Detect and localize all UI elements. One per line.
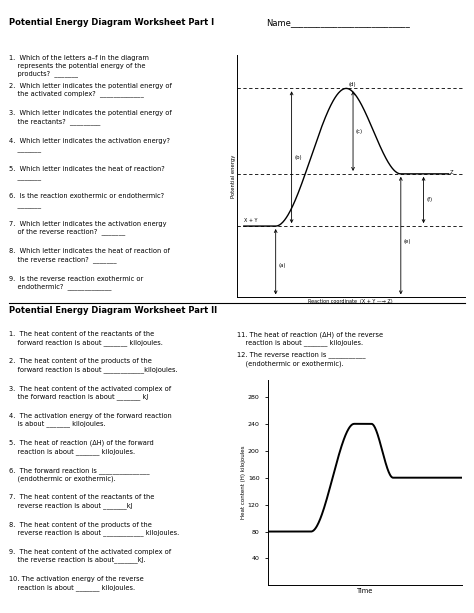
Text: 2.  Which letter indicates the potential energy of
    the activated complex?  _: 2. Which letter indicates the potential … <box>9 83 173 97</box>
Text: Z: Z <box>450 170 453 175</box>
Text: 3.  Which letter indicates the potential energy of
    the reactants?  _________: 3. Which letter indicates the potential … <box>9 110 172 125</box>
Text: 8.  Which letter indicates the heat of reaction of
    the reverse reaction?  __: 8. Which letter indicates the heat of re… <box>9 248 170 263</box>
Text: 4.  Which letter indicates the activation energy?
    _______: 4. Which letter indicates the activation… <box>9 138 171 153</box>
Text: 5.  The heat of reaction (ΔH) of the forward
    reaction is about _______ kiloj: 5. The heat of reaction (ΔH) of the forw… <box>9 440 154 455</box>
Text: 10. The activation energy of the reverse
    reaction is about _______ kilojoule: 10. The activation energy of the reverse… <box>9 576 144 591</box>
Text: 1.  Which of the letters a–f in the diagram
    represents the potential energy : 1. Which of the letters a–f in the diagr… <box>9 55 149 77</box>
X-axis label: Reaction coordinate  (X + Y —→ Z): Reaction coordinate (X + Y —→ Z) <box>309 299 393 303</box>
Text: 1.  The heat content of the reactants of the
    forward reaction is about _____: 1. The heat content of the reactants of … <box>9 331 164 346</box>
Text: 4.  The activation energy of the forward reaction
    is about _______ kilojoule: 4. The activation energy of the forward … <box>9 413 172 427</box>
Text: 7.  The heat content of the reactants of the
    reverse reaction is about _____: 7. The heat content of the reactants of … <box>9 495 155 509</box>
Text: 11. The heat of reaction (ΔH) of the reverse
    reaction is about _______ kiloj: 11. The heat of reaction (ΔH) of the rev… <box>237 331 383 346</box>
Text: (f): (f) <box>426 197 432 202</box>
Text: Potential Energy Diagram Worksheet Part I: Potential Energy Diagram Worksheet Part … <box>9 18 215 28</box>
Text: (b): (b) <box>294 154 302 160</box>
Text: (d): (d) <box>348 82 356 87</box>
Text: 9.  The heat content of the activated complex of
    the reverse reaction is abo: 9. The heat content of the activated com… <box>9 549 172 563</box>
Text: 2.  The heat content of the products of the
    forward reaction is about ______: 2. The heat content of the products of t… <box>9 358 178 373</box>
Text: 6.  Is the reaction exothermic or endothermic?
    _______: 6. Is the reaction exothermic or endothe… <box>9 193 164 208</box>
Y-axis label: Potential energy: Potential energy <box>231 154 236 198</box>
Text: 8.  The heat content of the products of the
    reverse reaction is about ______: 8. The heat content of the products of t… <box>9 522 180 536</box>
Y-axis label: Heat content (H) kilojoules: Heat content (H) kilojoules <box>241 446 246 519</box>
Text: 5.  Which letter indicates the heat of reaction?
    _______: 5. Which letter indicates the heat of re… <box>9 166 165 180</box>
Text: (c): (c) <box>356 129 363 134</box>
Text: 7.  Which letter indicates the activation energy
    of the reverse reaction?  _: 7. Which letter indicates the activation… <box>9 221 167 235</box>
Text: Name____________________________: Name____________________________ <box>266 18 410 28</box>
Text: 12. The reverse reaction is ___________
    (endothermic or exothermic).: 12. The reverse reaction is ___________ … <box>237 352 365 367</box>
Text: 3.  The heat content of the activated complex of
    the forward reaction is abo: 3. The heat content of the activated com… <box>9 386 172 400</box>
X-axis label: Time: Time <box>357 588 373 594</box>
Text: (e): (e) <box>403 239 411 244</box>
Text: (a): (a) <box>278 263 286 268</box>
Text: 6.  The forward reaction is _______________
    (endothermic or exothermic).: 6. The forward reaction is _____________… <box>9 467 150 482</box>
Text: 9.  Is the reverse reaction exothermic or
    endothermic?  _____________: 9. Is the reverse reaction exothermic or… <box>9 276 144 291</box>
Text: Potential Energy Diagram Worksheet Part II: Potential Energy Diagram Worksheet Part … <box>9 306 218 315</box>
Text: X + Y: X + Y <box>244 218 257 223</box>
